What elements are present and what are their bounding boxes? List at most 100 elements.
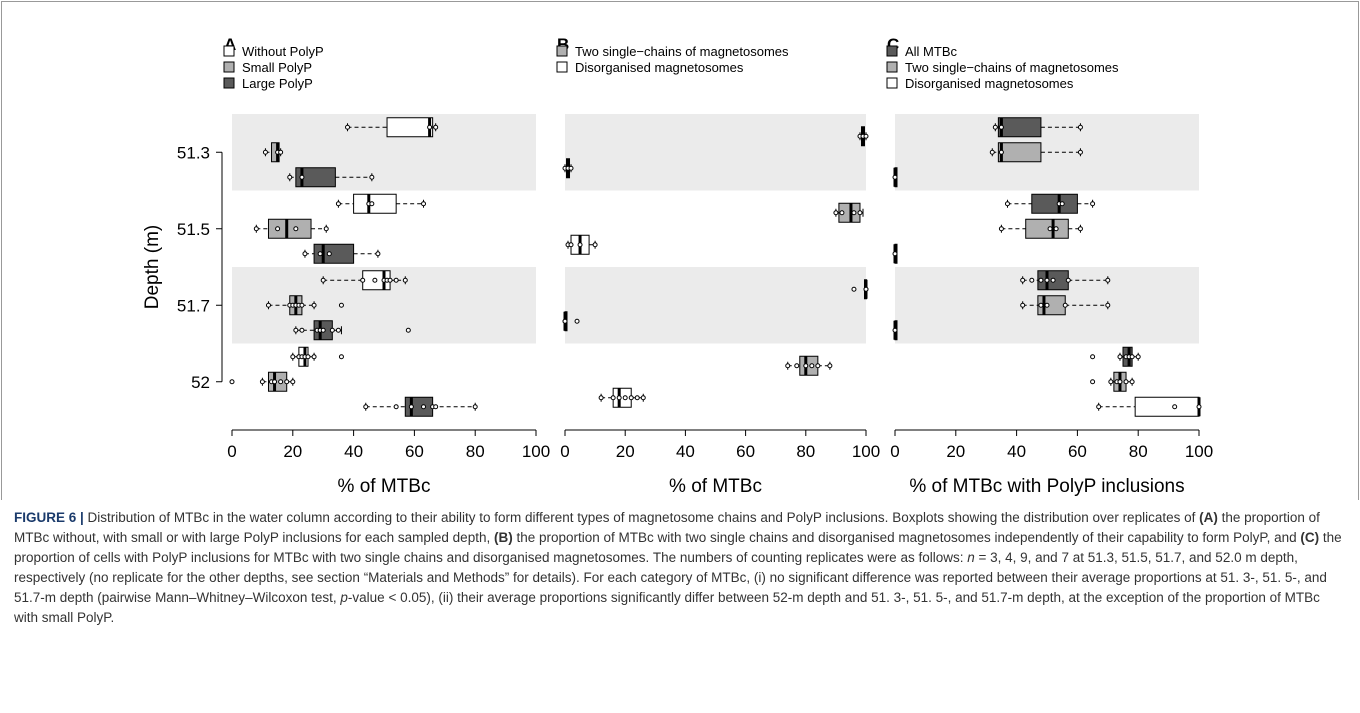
- boxplot: [320, 270, 408, 291]
- data-point: [311, 302, 317, 308]
- data-point: [592, 242, 598, 248]
- data-point: [320, 327, 326, 333]
- data-point: [472, 404, 478, 410]
- data-point: [275, 226, 281, 232]
- data-point: [1047, 226, 1053, 232]
- legend-swatch: [223, 61, 235, 73]
- boxplot: [1004, 193, 1096, 214]
- boxplot: [262, 142, 284, 163]
- data-point: [369, 201, 375, 207]
- data-point: [305, 354, 311, 360]
- data-point: [1053, 226, 1059, 232]
- x-tick-label: 0: [227, 442, 236, 461]
- boxplot: [253, 218, 329, 239]
- data-point: [1077, 124, 1083, 130]
- box: [1134, 396, 1200, 417]
- panel-B: B Two single−chains of magnetosomesDisorg…: [556, 35, 880, 497]
- data-point: [320, 277, 326, 283]
- data-point: [278, 379, 284, 385]
- data-point: [998, 149, 1004, 155]
- data-point: [1123, 379, 1129, 385]
- data-point: [1077, 149, 1083, 155]
- box: [267, 218, 312, 239]
- data-point: [1129, 354, 1135, 360]
- data-point: [794, 363, 800, 369]
- data-point: [421, 404, 427, 410]
- data-point: [335, 201, 341, 207]
- data-point: [992, 124, 998, 130]
- data-point: [402, 277, 408, 283]
- y-tick-label: 52: [191, 373, 210, 392]
- data-point: [1117, 354, 1123, 360]
- boxplot: [992, 117, 1083, 138]
- data-point: [326, 251, 332, 257]
- y-axis-label: Depth (m): [142, 225, 163, 309]
- legend-label: Without PolyP: [242, 44, 324, 59]
- legend-label: Disorganised magnetosomes: [905, 76, 1074, 91]
- data-point: [815, 363, 821, 369]
- data-point: [1065, 277, 1071, 283]
- data-point: [278, 149, 284, 155]
- data-point: [634, 395, 640, 401]
- data-point: [290, 379, 296, 385]
- data-point: [427, 124, 433, 130]
- data-point: [299, 174, 305, 180]
- data-point: [1117, 379, 1123, 385]
- boxplot: [833, 202, 864, 223]
- data-point: [892, 327, 898, 333]
- data-point: [1135, 354, 1141, 360]
- data-point: [998, 124, 1004, 130]
- data-point: [329, 327, 335, 333]
- box: [1025, 218, 1069, 239]
- boxplot: [287, 167, 375, 188]
- data-point: [299, 302, 305, 308]
- data-point: [1038, 302, 1044, 308]
- data-point: [989, 149, 995, 155]
- data-point: [360, 277, 366, 283]
- data-point: [259, 379, 265, 385]
- box: [353, 193, 397, 214]
- x-tick-label: 0: [890, 442, 899, 461]
- data-point: [363, 404, 369, 410]
- caption-text-6: -value < 0.05), (ii) their average propo…: [14, 590, 1320, 625]
- data-point: [622, 395, 628, 401]
- boxplot: [892, 167, 898, 188]
- data-point: [369, 174, 375, 180]
- data-point: [809, 363, 815, 369]
- data-point: [1044, 302, 1050, 308]
- x-tick-label: 100: [1185, 442, 1213, 461]
- caption-text-1: Distribution of MTBc in the water column…: [83, 510, 1200, 525]
- data-point: [323, 226, 329, 232]
- caption-text-3: the proportion of MTBc with two single c…: [512, 530, 1301, 545]
- caption-ref-b: (B): [493, 530, 513, 545]
- data-point: [1108, 379, 1114, 385]
- data-point: [387, 277, 393, 283]
- data-point: [1105, 277, 1111, 283]
- data-point: [1044, 277, 1050, 283]
- data-point: [568, 165, 574, 171]
- data-point: [892, 174, 898, 180]
- box: [997, 117, 1042, 138]
- figure-caption: FIGURE 6 | Distribution of MTBc in the w…: [14, 508, 1342, 628]
- boxplot: [562, 158, 574, 179]
- boxplot: [302, 243, 381, 264]
- data-point: [1020, 277, 1026, 283]
- data-point: [1096, 404, 1102, 410]
- data-point: [265, 302, 271, 308]
- boxplot: [345, 117, 439, 138]
- caption-ref-c: (C): [1300, 530, 1320, 545]
- boxplot: [1020, 295, 1111, 316]
- boxplot: [892, 243, 898, 264]
- boxplot: [989, 142, 1083, 163]
- boxplot: [229, 371, 296, 392]
- x-axis-label: % of MTBc: [338, 476, 431, 497]
- data-point: [562, 318, 568, 324]
- data-point: [293, 327, 299, 333]
- data-point: [1129, 379, 1135, 385]
- x-tick-label: 0: [560, 442, 569, 461]
- legend-swatch: [886, 45, 898, 57]
- boxplot: [1020, 270, 1111, 291]
- data-point: [421, 201, 427, 207]
- data-point: [892, 251, 898, 257]
